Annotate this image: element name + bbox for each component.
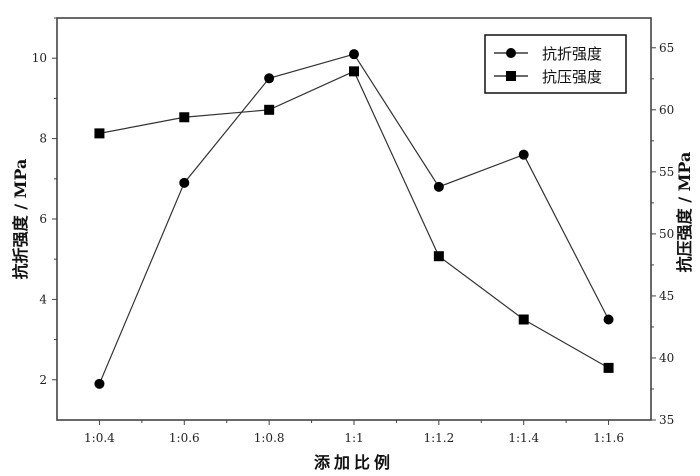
axis-ticks: 1:0.4 1:0.6 1:0.8 1:1 1:1.2 1:1.4 1:1.6 2 4 6 8 10 3… <box>32 17 674 445</box>
left-y-tick-label: 2 <box>39 373 47 387</box>
x-tick-label: 1:0.8 <box>254 431 285 445</box>
right-y-tick-label: 65 <box>659 41 674 55</box>
flexural-point <box>603 314 614 325</box>
legend-box <box>484 34 627 94</box>
flexural-point <box>433 181 444 192</box>
flexural-point <box>518 149 529 160</box>
compressive-point <box>264 104 275 115</box>
right-y-tick-label: 50 <box>659 227 674 241</box>
right-y-tick-label: 55 <box>659 165 674 179</box>
series-lines <box>98 53 610 385</box>
x-tick-label: 1:0.6 <box>169 431 200 445</box>
compressive-point <box>179 112 190 123</box>
series-line-compressive <box>99 70 609 369</box>
legend-label-compressive: 抗压强度 <box>542 68 602 86</box>
legend-circle-marker <box>506 48 516 58</box>
compressive-point <box>349 66 359 77</box>
left-y-tick-label: 8 <box>39 132 47 146</box>
x-tick-label: 1:0.4 <box>84 431 115 445</box>
flexural-point <box>349 49 359 60</box>
compressive-point <box>518 314 529 325</box>
left-y-tick-label: 10 <box>32 51 47 65</box>
legend-square-marker <box>506 71 516 81</box>
x-axis-label: 添加比例 <box>314 453 394 472</box>
x-tick-label: 1:1.4 <box>508 431 539 445</box>
compressive-point <box>94 128 105 139</box>
x-tick-label: 1:1.2 <box>423 431 454 445</box>
x-tick-label: 1:1.6 <box>593 431 624 445</box>
left-y-tick-label: 6 <box>39 212 47 226</box>
right-y-tick-label: 40 <box>659 351 674 365</box>
flexural-point <box>264 73 275 84</box>
left-y-tick-label: 4 <box>39 292 47 306</box>
right-y-axis-label: 抗压强度 / MPa <box>675 152 694 273</box>
right-y-tick-label: 35 <box>659 413 674 427</box>
series-line-flexural <box>98 53 610 385</box>
legend: 抗折强度 抗压强度 <box>484 34 627 94</box>
compressive-point <box>603 362 614 373</box>
left-y-axis-label: 抗折强度 / MPa <box>11 159 30 280</box>
x-tick-label: 1:1 <box>344 431 363 445</box>
series-markers <box>94 49 614 389</box>
compressive-point <box>433 251 444 262</box>
flexural-point <box>94 378 105 389</box>
right-y-tick-label: 60 <box>659 103 674 117</box>
legend-label-flexural: 抗折强度 <box>542 45 602 63</box>
right-y-tick-label: 45 <box>659 289 674 303</box>
flexural-point <box>179 177 190 188</box>
